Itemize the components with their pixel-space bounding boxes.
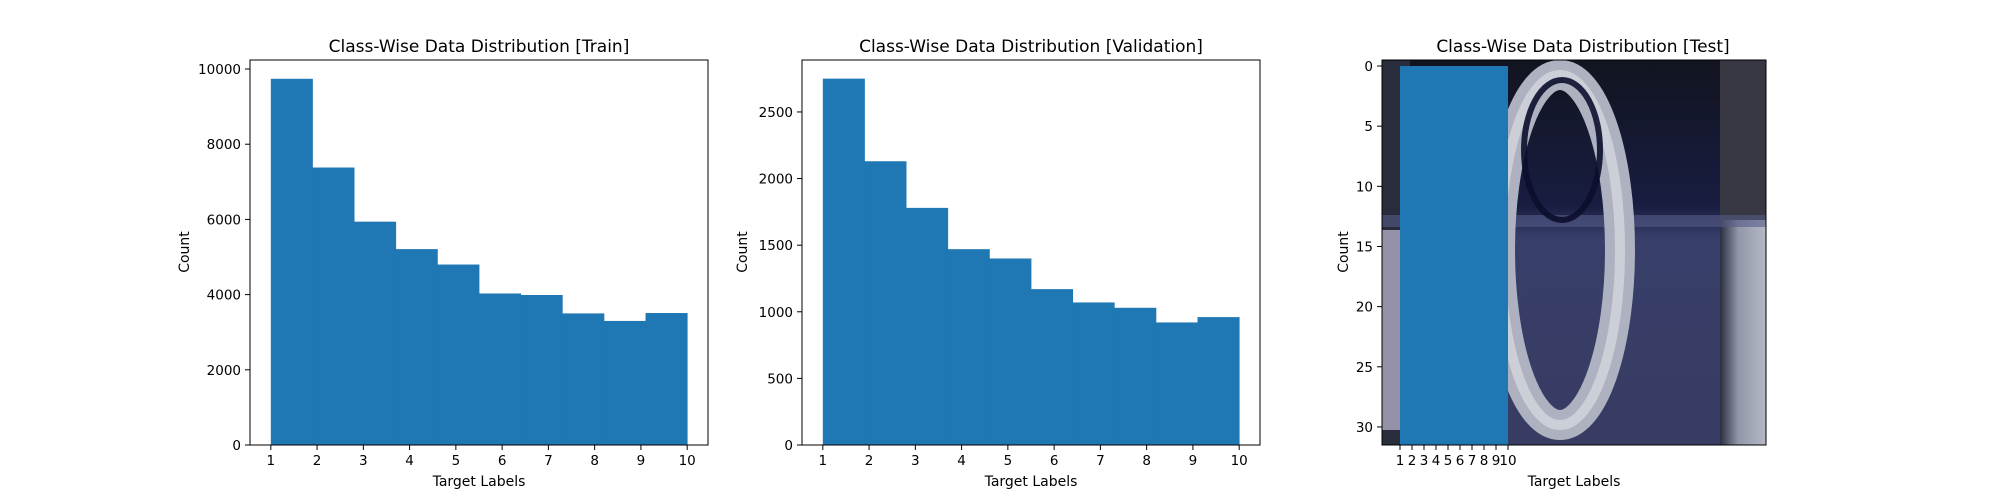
- y-tick-label: 25: [1356, 360, 1373, 376]
- bar: [947, 249, 990, 445]
- x-tick-label: 9: [637, 453, 646, 469]
- bar: [1114, 307, 1157, 445]
- bar: [312, 167, 355, 445]
- x-tick-label: 3: [1420, 453, 1429, 469]
- y-tick-label: 2500: [759, 105, 793, 121]
- bar: [562, 313, 605, 445]
- x-tick-label: 1: [819, 453, 828, 469]
- chart-title: Class-Wise Data Distribution [Validation…: [859, 37, 1203, 57]
- y-tick-label: 0: [784, 438, 793, 454]
- x-tick-label: 7: [544, 453, 553, 469]
- x-tick-label: 8: [1142, 453, 1151, 469]
- y-tick-label: 500: [767, 371, 793, 387]
- x-tick-label: 4: [1432, 453, 1441, 469]
- x-axis-label: Target Labels: [984, 474, 1078, 490]
- y-tick-label: 1500: [759, 238, 793, 254]
- y-axis-label: Count: [177, 231, 193, 273]
- y-tick-label: 10000: [198, 62, 241, 78]
- bar: [437, 264, 480, 445]
- x-tick-label: 6: [498, 453, 507, 469]
- y-tick-label: 1000: [759, 305, 793, 321]
- bar: [1031, 289, 1074, 445]
- bar: [354, 221, 397, 445]
- x-tick-label: 6: [1050, 453, 1059, 469]
- x-tick-label: 1: [1396, 453, 1405, 469]
- y-tick-label: 30: [1356, 420, 1373, 436]
- bar: [1400, 66, 1508, 445]
- x-tick-label: 3: [911, 453, 920, 469]
- bar: [1155, 322, 1198, 445]
- y-tick-label: 20: [1356, 300, 1373, 316]
- x-tick-label: 10: [1231, 453, 1248, 469]
- y-tick-label: 0: [232, 438, 241, 454]
- y-tick-label: 8000: [207, 137, 241, 153]
- x-axis-label: Target Labels: [1527, 474, 1621, 490]
- y-tick-label: 0: [1364, 59, 1373, 75]
- bar: [822, 78, 865, 446]
- x-tick-label: 2: [865, 453, 874, 469]
- y-ticks: 0 2000 4000 6000 8000 10000: [198, 62, 250, 454]
- x-tick-label: 4: [957, 453, 966, 469]
- axes-frame: [801, 59, 1261, 446]
- x-tick-label: 10: [679, 453, 696, 469]
- x-ticks: 1 2 3 4 5 6 7 8 9 10: [267, 445, 696, 469]
- x-tick-label: 2: [313, 453, 322, 469]
- y-ticks: 0 5 10 15 20 25 30: [1356, 59, 1382, 436]
- x-tick-label: 3: [359, 453, 368, 469]
- bar: [989, 258, 1032, 445]
- chart-title: Class-Wise Data Distribution [Train]: [329, 37, 630, 57]
- y-tick-label: 2000: [759, 172, 793, 188]
- x-axis-label: Target Labels: [432, 474, 526, 490]
- axes-frame: [1381, 59, 1767, 446]
- bar: [395, 249, 438, 445]
- bar: [645, 313, 688, 445]
- x-ticks: 1 2 3 4 5 6 7 8 9 10: [1396, 445, 1517, 469]
- y-axis-label: Count: [735, 231, 751, 273]
- axes-frame: [249, 59, 709, 446]
- bar: [520, 294, 563, 445]
- x-ticks: 1 2 3 4 5 6 7 8 9 10: [819, 445, 1248, 469]
- bar: [1072, 302, 1115, 445]
- bars: [1400, 66, 1508, 445]
- chart-validation: Class-Wise Data Distribution [Validation…: [735, 37, 1261, 490]
- x-tick-label: 6: [1456, 453, 1465, 469]
- y-tick-label: 5: [1364, 119, 1373, 135]
- x-tick-label: 5: [1004, 453, 1013, 469]
- bars: [270, 78, 688, 445]
- x-tick-label: 9: [1189, 453, 1198, 469]
- y-tick-label: 6000: [207, 212, 241, 228]
- y-tick-label: 15: [1356, 239, 1373, 255]
- x-tick-label: 4: [405, 453, 414, 469]
- x-tick-label: 1: [267, 453, 276, 469]
- bar: [270, 78, 313, 445]
- x-tick-label: 5: [452, 453, 461, 469]
- x-tick-label: 10: [1499, 453, 1516, 469]
- x-tick-label: 7: [1096, 453, 1105, 469]
- bars: [822, 78, 1240, 446]
- bar: [479, 293, 522, 445]
- x-tick-label: 7: [1468, 453, 1477, 469]
- y-tick-label: 2000: [207, 363, 241, 379]
- y-axis-label: Count: [1336, 231, 1352, 273]
- bar: [603, 320, 646, 445]
- bar: [864, 161, 907, 446]
- x-tick-label: 8: [590, 453, 599, 469]
- y-tick-label: 10: [1356, 179, 1373, 195]
- y-ticks: 0 500 1000 1500 2000 2500: [759, 105, 802, 454]
- x-tick-label: 8: [1480, 453, 1489, 469]
- chart-train: Class-Wise Data Distribution [Train] 1 2 3…: [177, 37, 709, 490]
- y-tick-label: 4000: [207, 288, 241, 304]
- x-tick-label: 9: [1492, 453, 1501, 469]
- chart-title: Class-Wise Data Distribution [Test]: [1436, 37, 1729, 57]
- x-tick-label: 2: [1408, 453, 1417, 469]
- bar: [1197, 317, 1240, 445]
- x-tick-label: 5: [1444, 453, 1453, 469]
- bar: [906, 207, 949, 445]
